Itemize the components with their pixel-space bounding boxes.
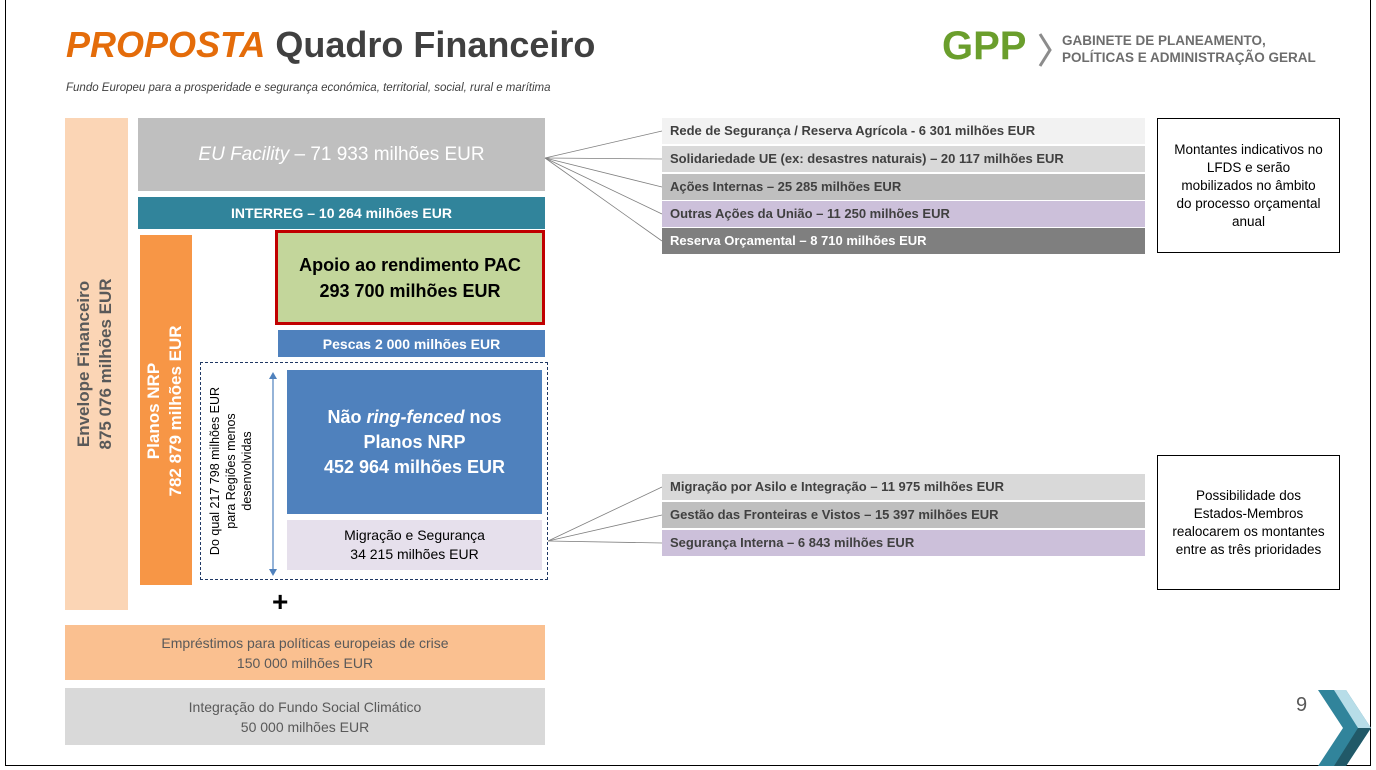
integracao-box: Integração do Fundo Social Climático 50 0… [65, 688, 545, 745]
nao-line: Não ring-fenced nos [327, 405, 501, 430]
title-em: PROPOSTA [66, 24, 266, 65]
facility-item: Ações Internas – 25 285 milhões EUR [662, 174, 1145, 200]
logo-line: POLÍTICAS E ADMINISTRAÇÃO GERAL [1062, 50, 1316, 65]
integracao-line: Integração do Fundo Social Climático [188, 698, 422, 715]
note-box: Possibilidade dos Estados-Membros realoc… [1157, 455, 1340, 590]
migracao-line: Migração e Segurança [344, 527, 485, 543]
logo-text: GABINETE DE PLANEAMENTO, POLÍTICAS E ADMI… [1062, 32, 1316, 66]
range-arrow [269, 372, 277, 576]
facility-item: Rede de Segurança / Reserva Agrícola - 6… [662, 118, 1145, 144]
migracao-line: 34 215 milhões EUR [350, 546, 479, 562]
integracao-line: 50 000 milhões EUR [240, 718, 370, 735]
note-box: Montantes indicativos no LFDS e serão mo… [1157, 118, 1340, 253]
migration-item: Segurança Interna – 6 843 milhões EUR [662, 530, 1145, 556]
logo-chevron [1038, 33, 1052, 67]
dashed-group [200, 362, 548, 580]
emprestimos-line: 150 000 milhões EUR [236, 654, 374, 671]
planos-nrp-box [140, 235, 192, 585]
nao-word: ring-fenced [366, 406, 465, 427]
envelope-box [65, 118, 128, 610]
emprestimos-box: Empréstimos para políticas europeias de … [65, 625, 545, 680]
corner-chevron [1318, 690, 1371, 766]
slide-frame [5, 0, 1371, 766]
logo-line: GABINETE DE PLANEAMENTO, [1062, 33, 1266, 48]
emprestimos-line: Empréstimos para políticas europeias de … [161, 634, 449, 651]
facility-item: Solidariedade UE (ex: desastres naturais… [662, 146, 1145, 172]
title-rest: Quadro Financeiro [275, 24, 596, 65]
page-number: 9 [1296, 694, 1308, 716]
pescas-box: Pescas 2 000 milhões EUR [278, 330, 545, 357]
nao-line: Planos NRP [363, 431, 466, 452]
plus-sign: + [272, 586, 289, 617]
title: PROPOSTA Quadro Financeiro [66, 24, 595, 66]
migration-item: Gestão das Fronteiras e Vistos – 15 397 … [662, 502, 1145, 528]
migration-item: Migração por Asilo e Integração – 11 975… [662, 474, 1145, 500]
logo-mark: GPP [942, 24, 1027, 68]
eu-facility-amount: – 71 933 milhões EUR [294, 143, 485, 165]
eu-facility-box: EU Facility – 71 933 milhões EUR [138, 118, 545, 191]
facility-item: Reserva Orçamental – 8 710 milhões EUR [662, 228, 1145, 254]
nao-line: 452 964 milhões EUR [323, 456, 506, 477]
eu-facility-name: EU Facility [198, 143, 290, 165]
nao-ring-box: Não ring-fenced nos Planos NRP 452 964 mil… [287, 370, 542, 514]
subtitle: Fundo Europeu para a prosperidade e segu… [66, 82, 551, 94]
apoio-box: Apoio ao rendimento PAC 293 700 milhões E… [275, 230, 545, 325]
apoio-line: Apoio ao rendimento PAC [299, 254, 521, 275]
migracao-box: Migração e Segurança 34 215 milhões EUR [287, 520, 542, 570]
apoio-line: 293 700 milhões EUR [319, 280, 501, 301]
nao-word: Não [327, 406, 362, 427]
nao-word: nos [469, 406, 502, 427]
facility-item: Outras Ações da União – 11 250 milhões E… [662, 201, 1145, 227]
interreg-box: INTERREG – 10 264 milhões EUR [138, 197, 545, 229]
